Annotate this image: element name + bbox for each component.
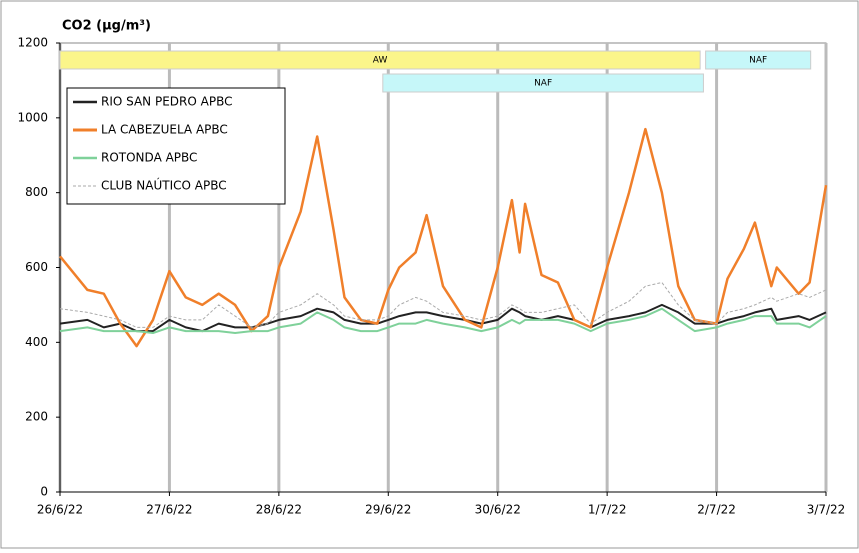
period-label: AW: [373, 56, 388, 66]
period-bar: [382, 73, 704, 93]
y-tick-label: 200: [25, 410, 48, 424]
x-tick-label: 28/6/22: [256, 503, 302, 517]
legend-label: CLUB NAÚTICO APBC: [101, 178, 227, 193]
y-tick-label: 1000: [17, 110, 48, 124]
series-line: [59, 307, 827, 334]
x-tick-label: 29/6/22: [365, 503, 411, 517]
x-tick-label: 26/6/22: [37, 503, 83, 517]
period-label: NAF: [749, 56, 767, 66]
legend-label: RIO SAN PEDRO APBC: [101, 95, 232, 109]
y-tick-label: 600: [25, 260, 48, 274]
y-tick-label: 800: [25, 185, 48, 199]
x-tick-label: 1/7/22: [588, 503, 627, 517]
x-tick-label: 27/6/22: [146, 503, 192, 517]
chart-title: CO2 (µg/m³): [62, 19, 151, 34]
period-bar: [705, 50, 812, 70]
legend-label: LA CABEZUELA APBC: [101, 123, 228, 137]
x-tick-label: 3/7/22: [807, 503, 846, 517]
y-tick-label: 400: [25, 335, 48, 349]
y-tick-label: 0: [40, 485, 48, 499]
period-bar: [59, 50, 701, 70]
period-label: NAF: [534, 79, 552, 89]
legend-box: [66, 87, 286, 205]
legend-label: ROTONDA APBC: [101, 151, 197, 165]
x-tick-label: 30/6/22: [475, 503, 521, 517]
x-tick-label: 2/7/22: [697, 503, 736, 517]
series-line: [59, 127, 828, 348]
series-line: [59, 282, 827, 328]
y-tick-label: 1200: [17, 36, 48, 50]
